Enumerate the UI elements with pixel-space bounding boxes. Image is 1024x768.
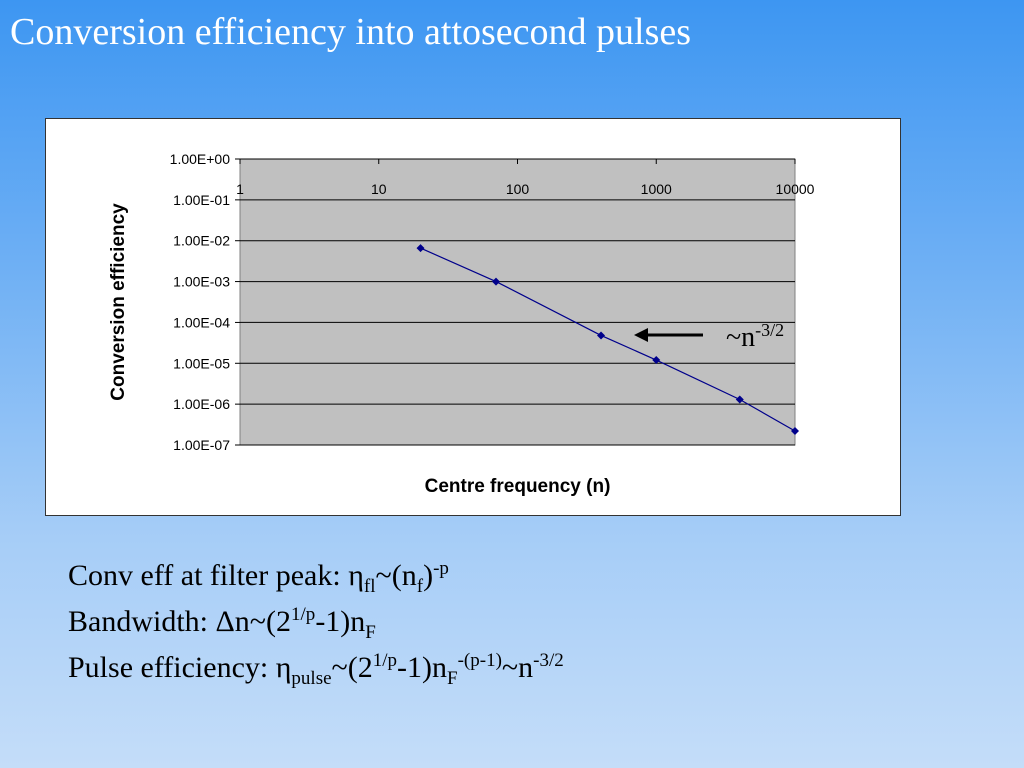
y-axis-title: Conversion efficiency xyxy=(108,203,129,401)
data-point xyxy=(735,395,744,404)
data-point xyxy=(416,244,425,253)
annotation-base: ~n xyxy=(726,322,755,353)
x-tick-label: 1 xyxy=(236,181,244,197)
annotation-arrow-head xyxy=(634,328,648,342)
note-line-1-prefix: Conv eff at filter peak: xyxy=(68,559,349,592)
y-tick-label: 1.00E-05 xyxy=(173,355,230,371)
x-axis-title: Centre frequency (n) xyxy=(425,476,611,497)
n-subscript: f xyxy=(416,576,424,597)
exponent: 1/p xyxy=(372,650,398,671)
exponent: 1/p xyxy=(291,604,316,625)
n-subscript: F xyxy=(447,668,458,689)
chart-panel: 1.00E+00 1.00E-01 1.00E-02 1.00E-03 1.00E-04… xyxy=(45,118,901,516)
close-paren: ) xyxy=(423,559,434,592)
delta-symbol: Δ xyxy=(215,605,235,638)
eta-subscript: pulse xyxy=(291,668,332,689)
note-line-3: Pulse efficiency: ηpulse~(21/p-1)nF-(p-1… xyxy=(68,650,564,690)
x-tick-label: 100 xyxy=(506,181,530,197)
y-tick-label: 1.00E-02 xyxy=(173,233,230,249)
note-line-1-mid: ~(n xyxy=(375,559,417,592)
n-subscript: F xyxy=(365,622,376,643)
x-tick-label: 10000 xyxy=(776,181,815,197)
exponent: -p xyxy=(433,558,449,579)
note-line-2: Bandwidth: Δn~(21/p-1)nF xyxy=(68,604,376,644)
note-line-3-tail: -1)n xyxy=(397,651,448,684)
note-line-2-mid: n~(2 xyxy=(234,605,292,638)
x-tick-label: 1000 xyxy=(641,181,672,197)
x-tick-label: 10 xyxy=(371,181,387,197)
eta-symbol: η xyxy=(348,559,364,592)
data-point xyxy=(791,427,799,436)
data-point xyxy=(597,331,606,340)
y-tick-label: 1.00E-06 xyxy=(173,396,230,412)
note-line-3-end: ~n xyxy=(501,651,534,684)
note-line-2-tail: -1)n xyxy=(315,605,366,638)
eta-subscript: fl xyxy=(363,576,376,597)
note-line-1: Conv eff at filter peak: ηfl~(nf)-p xyxy=(68,558,449,598)
plot-area xyxy=(239,158,796,446)
annotation-label: ~n-3/2 xyxy=(726,320,784,353)
exponent: -(p-1) xyxy=(457,650,502,671)
annotation-exponent: -3/2 xyxy=(755,320,784,340)
y-tick-label: 1.00E-03 xyxy=(173,274,230,290)
data-point xyxy=(652,356,661,365)
y-tick-label: 1.00E+00 xyxy=(170,151,231,167)
y-tick-label: 1.00E-07 xyxy=(173,437,230,453)
note-line-3-prefix: Pulse efficiency: xyxy=(68,651,276,684)
slide-title: Conversion efficiency into attosecond pu… xyxy=(10,11,692,53)
exponent: -3/2 xyxy=(533,650,564,671)
note-line-2-prefix: Bandwidth: xyxy=(68,605,216,638)
eta-symbol: η xyxy=(275,651,292,684)
y-tick-label: 1.00E-04 xyxy=(173,314,230,330)
data-point xyxy=(492,277,501,286)
data-line xyxy=(420,247,796,432)
note-line-3-mid: ~(2 xyxy=(331,651,373,684)
y-tick-label: 1.00E-01 xyxy=(173,192,230,208)
efficiency-chart: 1.00E+00 1.00E-01 1.00E-02 1.00E-03 1.00E-04… xyxy=(108,151,815,497)
